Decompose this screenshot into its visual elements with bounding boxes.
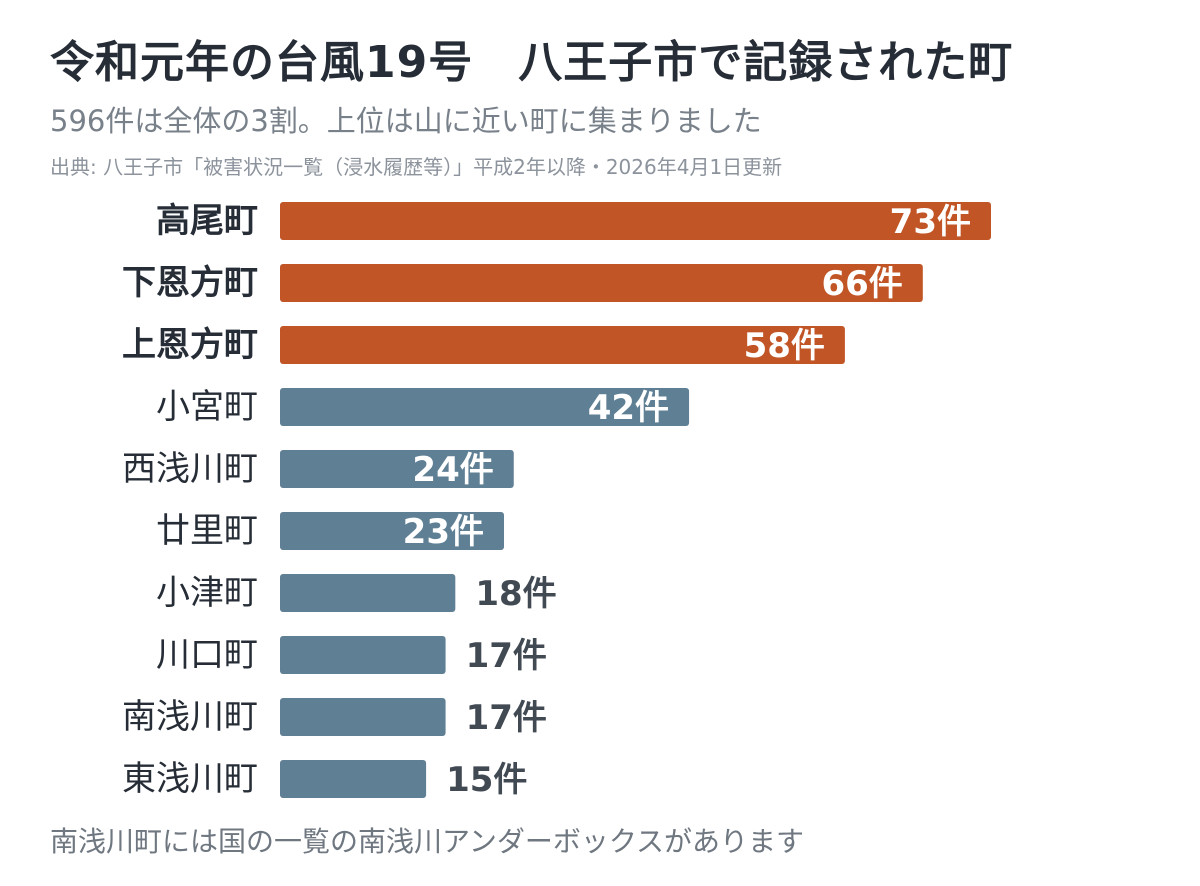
- category-label: 川口町: [156, 635, 258, 675]
- data-label: 15件: [446, 760, 527, 800]
- bar: [280, 698, 446, 736]
- bar: [280, 388, 690, 426]
- chart-subtitle: 596件は全体の3割。上位は山に近い町に集まりました: [50, 104, 762, 138]
- bar: [280, 202, 991, 240]
- data-label: 17件: [466, 636, 547, 676]
- category-label: 高尾町: [156, 201, 258, 241]
- data-label: 18件: [475, 574, 556, 614]
- category-label: 上恩方町: [122, 325, 258, 365]
- bar: [280, 264, 923, 302]
- bar: [280, 636, 446, 674]
- category-label: 小津町: [156, 573, 258, 613]
- category-label: 西浅川町: [122, 449, 258, 489]
- data-label: 73件: [890, 202, 971, 242]
- bar: [280, 760, 427, 798]
- bar: [280, 326, 845, 364]
- bar: [280, 450, 514, 488]
- bar: [280, 512, 505, 550]
- chart-title: 令和元年の台風19号 八王子市で記録された町: [50, 37, 1014, 88]
- chart-source: 出典: 八王子市「被害状況一覧（浸水履歴等）」平成2年以降・2026年4月1日更…: [50, 155, 783, 179]
- data-label: 58件: [744, 326, 825, 366]
- data-label: 24件: [412, 450, 493, 490]
- data-label: 66件: [821, 264, 902, 304]
- category-label: 廿里町: [156, 511, 258, 551]
- data-label: 42件: [588, 388, 669, 428]
- category-label: 南浅川町: [122, 697, 258, 737]
- category-label: 小宮町: [156, 387, 258, 427]
- category-label: 東浅川町: [122, 759, 258, 799]
- data-label: 17件: [466, 698, 547, 738]
- data-label: 23件: [403, 512, 484, 552]
- category-label: 下恩方町: [122, 263, 258, 303]
- bar: [280, 574, 456, 612]
- chart-footnote: 南浅川町には国の一覧の南浅川アンダーボックスがあります: [50, 825, 805, 858]
